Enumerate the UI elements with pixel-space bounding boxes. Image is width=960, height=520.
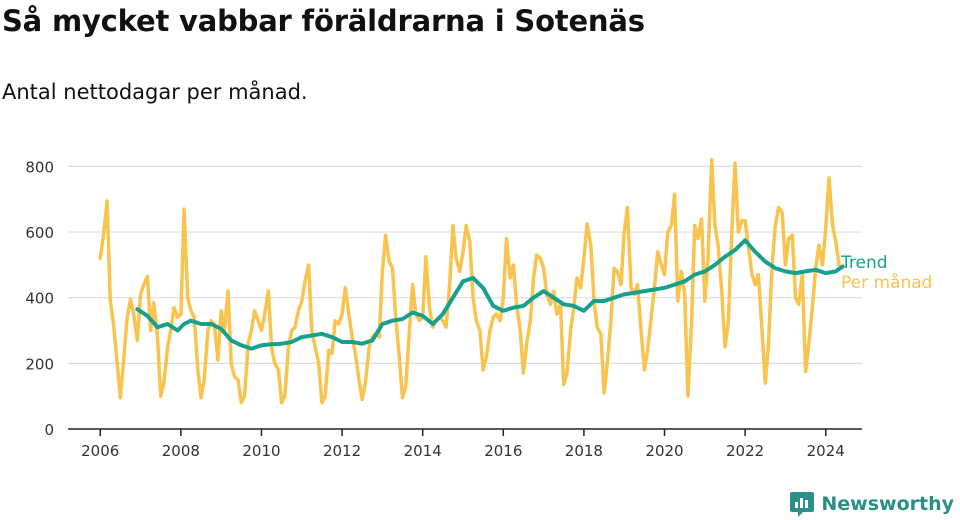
series-line-trend <box>135 238 845 351</box>
x-tick-label: 2020 <box>645 442 683 460</box>
legend-trend: Trend <box>840 253 888 273</box>
newsworthy-chart-icon <box>790 492 815 517</box>
y-tick-label: 600 <box>25 224 54 242</box>
chart-title: Så mycket vabbar föräldrarna i Sotenäs <box>2 4 645 38</box>
x-tick-label: 2024 <box>807 442 845 460</box>
x-tick-label: 2012 <box>323 442 361 460</box>
x-tick-label: 2006 <box>81 442 119 460</box>
newsworthy-logo[interactable]: Newsworthy <box>789 488 954 520</box>
legend-monthly: Per månad <box>841 272 932 293</box>
y-tick-label: 0 <box>44 421 54 439</box>
x-tick-label: 2010 <box>242 442 280 460</box>
x-tick-label: 2022 <box>726 442 764 460</box>
chart-subtitle: Antal nettodagar per månad. <box>2 80 308 104</box>
x-tick-label: 2008 <box>162 442 200 460</box>
x-tick-label: 2016 <box>484 442 522 460</box>
y-axis-ticks: 0 200 400 600 800 <box>25 158 54 439</box>
y-tick-label: 800 <box>25 158 54 176</box>
x-tick-label: 2014 <box>404 442 442 460</box>
x-tick-label: 2018 <box>565 442 603 460</box>
series-line-monthly <box>98 158 841 405</box>
brand-name: Newsworthy <box>821 493 954 515</box>
y-tick-label: 200 <box>25 355 54 373</box>
series-lines <box>98 158 845 405</box>
y-tick-label: 400 <box>25 290 54 308</box>
x-axis: 2006 2008 2010 2012 2014 2016 2018 2020 2022 2024 <box>68 428 862 460</box>
